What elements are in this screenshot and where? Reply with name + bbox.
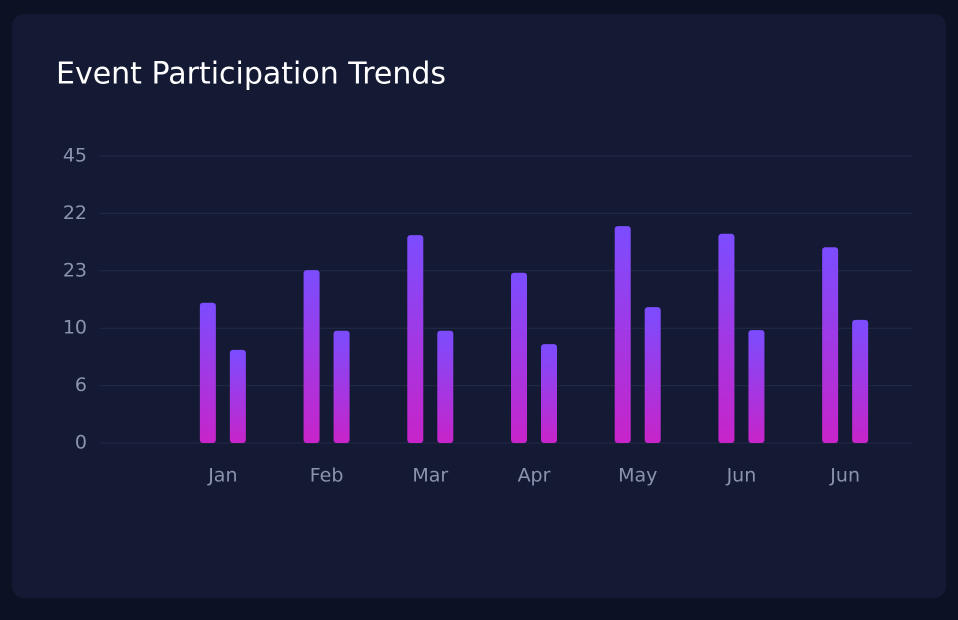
x-tick-label: Apr — [518, 465, 551, 487]
bar — [718, 233, 735, 443]
bar — [614, 226, 631, 443]
y-tick-label: 0 — [75, 432, 87, 454]
y-tick-label: 10 — [63, 317, 87, 339]
bar — [748, 330, 765, 443]
chart-title: Event Participation Trends — [56, 57, 446, 92]
bar — [437, 330, 454, 443]
y-tick-label: 6 — [75, 374, 87, 396]
bar — [541, 344, 557, 443]
bar — [229, 349, 246, 443]
bar — [511, 272, 527, 443]
x-tick-label: May — [618, 465, 657, 487]
bar — [199, 302, 216, 443]
y-tick-label: 22 — [63, 202, 87, 224]
x-tick-label: Mar — [412, 465, 448, 487]
x-tick-label: Jan — [207, 465, 237, 487]
x-tick-label: Jun — [829, 465, 860, 487]
bar — [303, 270, 320, 443]
bar — [407, 235, 424, 443]
x-tick-label: Feb — [310, 465, 344, 487]
x-tick-label: Jun — [726, 465, 757, 487]
bar — [852, 319, 869, 443]
bar — [822, 247, 839, 443]
bar — [333, 330, 350, 443]
y-tick-label: 23 — [63, 259, 87, 281]
y-tick-label: 45 — [63, 145, 87, 167]
card — [12, 14, 946, 598]
bar — [644, 307, 661, 443]
